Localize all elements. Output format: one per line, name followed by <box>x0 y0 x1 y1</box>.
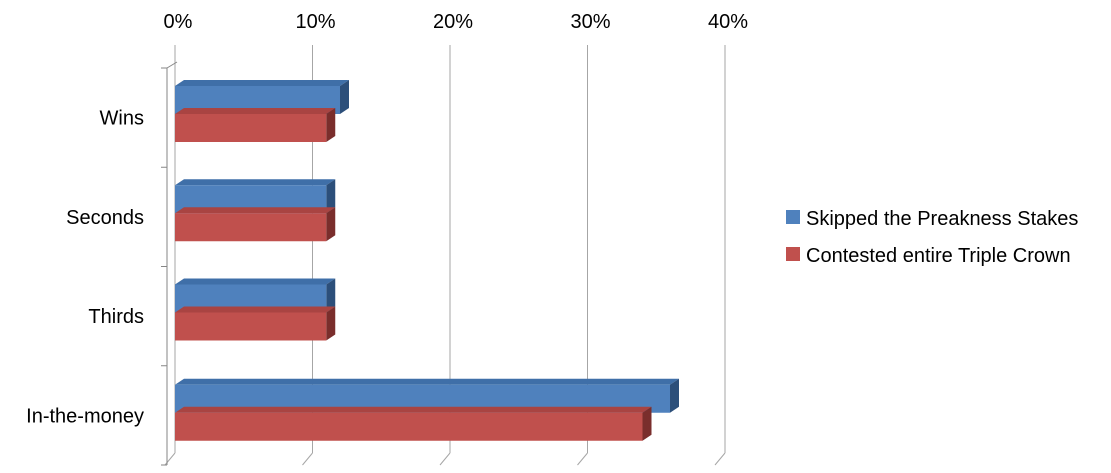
legend-label-contested: Contested entire Triple Crown <box>806 245 1071 267</box>
bar-top-face <box>175 406 652 413</box>
y-axis-cap <box>166 61 178 69</box>
bar-side-face <box>326 207 336 242</box>
bar-top-face <box>175 207 336 214</box>
category-label: Wins <box>100 108 144 130</box>
bar-side-face <box>326 306 336 341</box>
bar-top-face <box>175 278 336 285</box>
bar-side-face <box>326 278 336 313</box>
x-tick-label: 10% <box>295 11 335 33</box>
bars <box>175 80 679 441</box>
bar-side-face <box>340 80 349 114</box>
bar-top-face <box>175 378 679 385</box>
category-label: Seconds <box>66 207 144 229</box>
gridline-floor <box>302 452 313 466</box>
category-label: Thirds <box>88 306 144 328</box>
bar-side-face <box>642 406 652 441</box>
bar-side-face <box>670 378 679 413</box>
bar-contested-triple-crown <box>175 412 643 441</box>
legend: Skipped the Preakness Stakes Contested e… <box>786 208 1078 267</box>
bar-top-face <box>175 306 336 313</box>
x-tick-label: 30% <box>570 11 610 33</box>
legend-swatch-skipped <box>786 210 800 224</box>
bar-side-face <box>326 179 336 214</box>
bar-top-face <box>175 179 336 186</box>
gridline-floor <box>439 452 451 466</box>
x-tick-label: 20% <box>433 11 473 33</box>
labels: 0% 10% 20% 30% 40% Wins Seconds Thirds In-the-mo… <box>26 11 748 427</box>
gridline-floor <box>577 452 588 466</box>
category-label: In-the-money <box>26 405 144 427</box>
bar-contested-triple-crown <box>175 213 327 242</box>
gridline-floor <box>714 452 726 466</box>
x-tick-label: 0% <box>164 11 193 33</box>
legend-swatch-contested <box>786 247 800 261</box>
legend-label-skipped: Skipped the Preakness Stakes <box>806 208 1078 230</box>
bar-top-face <box>175 108 336 114</box>
axes <box>161 61 178 466</box>
bar-contested-triple-crown <box>175 114 327 142</box>
bar-contested-triple-crown <box>175 312 327 341</box>
x-tick-label: 40% <box>708 11 748 33</box>
bar-side-face <box>326 108 336 142</box>
bar-top-face <box>175 80 349 86</box>
